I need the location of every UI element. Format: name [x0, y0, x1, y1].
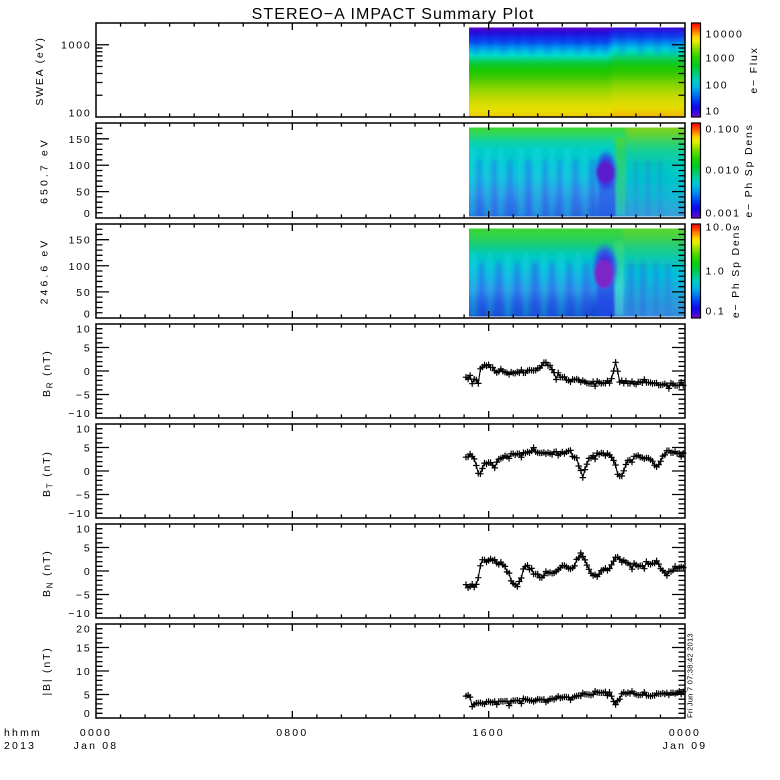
svg-text:0000: 0000 [80, 727, 112, 739]
svg-text:10000: 10000 [706, 29, 744, 41]
svg-text:e− Ph Sp Dens: e− Ph Sp Dens [743, 123, 755, 217]
svg-text:10: 10 [76, 424, 91, 436]
svg-text:0: 0 [84, 708, 92, 720]
svg-text:150: 150 [69, 235, 92, 247]
svg-text:−10: −10 [68, 408, 91, 420]
svg-text:1.0: 1.0 [706, 266, 726, 278]
svg-text:100: 100 [69, 108, 92, 120]
svg-text:BT (nT): BT (nT) [41, 450, 55, 497]
svg-text:5: 5 [84, 543, 92, 555]
svg-text:0: 0 [84, 566, 92, 578]
svg-text:−10: −10 [68, 508, 91, 520]
svg-text:20: 20 [76, 624, 91, 636]
svg-text:|B| (nT): |B| (nT) [41, 646, 53, 695]
svg-text:0.1: 0.1 [706, 306, 726, 318]
svg-text:10: 10 [76, 524, 91, 536]
svg-text:0000: 0000 [669, 727, 701, 739]
svg-text:100: 100 [69, 261, 92, 273]
svg-text:50: 50 [76, 187, 91, 199]
svg-text:5: 5 [84, 443, 92, 455]
svg-text:0.010: 0.010 [706, 165, 741, 177]
svg-text:−5: −5 [76, 390, 92, 402]
svg-text:5: 5 [84, 343, 92, 355]
svg-text:0: 0 [84, 466, 92, 478]
svg-text:100: 100 [706, 80, 729, 92]
svg-text:0.100: 0.100 [706, 124, 741, 136]
svg-text:650.7 eV: 650.7 eV [39, 137, 51, 204]
svg-text:−10: −10 [68, 608, 91, 620]
svg-text:0800: 0800 [276, 727, 308, 739]
svg-text:1600: 1600 [473, 727, 505, 739]
svg-text:−5: −5 [76, 490, 92, 502]
svg-text:BN (nT): BN (nT) [41, 549, 55, 597]
svg-text:−5: −5 [76, 590, 92, 602]
svg-text:e− Flux: e− Flux [748, 46, 760, 93]
svg-text:e− Ph Sp Dens: e− Ph Sp Dens [730, 224, 742, 318]
svg-text:Fri Jun 7 07:38:42 2013: Fri Jun 7 07:38:42 2013 [686, 633, 695, 718]
svg-text:50: 50 [76, 287, 91, 299]
svg-text:10: 10 [76, 666, 91, 678]
svg-text:1000: 1000 [706, 53, 737, 65]
svg-text:10.0: 10.0 [706, 222, 734, 234]
svg-text:100: 100 [69, 160, 92, 172]
svg-text:SWEA (eV): SWEA (eV) [34, 36, 46, 105]
svg-text:15: 15 [76, 643, 91, 655]
svg-text:150: 150 [69, 134, 92, 146]
svg-text:10: 10 [706, 106, 721, 118]
svg-text:BR (nT): BR (nT) [41, 349, 55, 397]
svg-text:246.6 eV: 246.6 eV [39, 238, 51, 305]
svg-text:10: 10 [76, 324, 91, 336]
svg-text:0: 0 [84, 309, 92, 321]
svg-text:0: 0 [84, 208, 92, 220]
svg-text:Jan 09: Jan 09 [663, 740, 708, 752]
svg-text:Jan 08: Jan 08 [74, 740, 119, 752]
svg-text:2013: 2013 [4, 740, 36, 752]
svg-text:STEREO−A IMPACT Summary Plo: STEREO−A IMPACT Summary Plot [252, 6, 535, 23]
svg-text:5: 5 [84, 690, 92, 702]
svg-text:0: 0 [84, 366, 92, 378]
svg-text:0.001: 0.001 [706, 208, 741, 220]
svg-text:1000: 1000 [61, 40, 92, 52]
svg-text:hhmm: hhmm [4, 727, 42, 739]
